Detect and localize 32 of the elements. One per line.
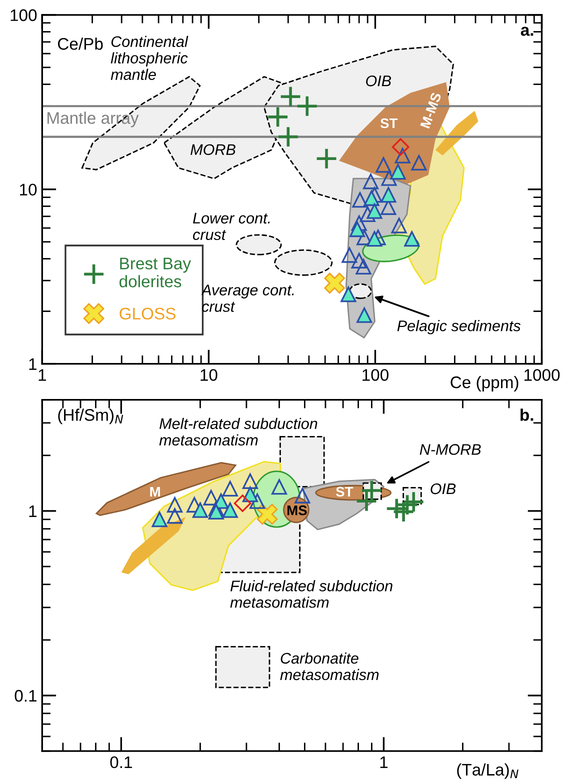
annotation: Melt-related subduction metasomatism — [159, 418, 318, 446]
annotation: OIB — [430, 483, 456, 494]
annotation: M — [150, 486, 160, 497]
annotation: M-MS — [420, 92, 442, 129]
y-tick-label: 0.1 — [14, 690, 36, 702]
x-tick-label: 10 — [200, 369, 218, 381]
y-axis-title: (Hf/Sm)$_{N}$ — [58, 408, 124, 424]
y-tick-label: 100 — [10, 9, 37, 22]
annotation: MORB — [190, 144, 236, 156]
x-tick-label: 1 — [38, 369, 46, 381]
annotation: OIB — [366, 76, 392, 86]
x-tick-label: 100 — [362, 369, 388, 381]
y-tick-label: 1 — [29, 506, 36, 517]
annotation: ST — [380, 118, 398, 128]
chart-title: b. — [520, 408, 534, 421]
annotation: MS — [287, 505, 307, 516]
x-tick-label: 1000 — [524, 369, 560, 381]
annotation: Pelagic sediments — [397, 320, 521, 334]
annotation: Lower cont. crust — [193, 212, 270, 240]
annotation: ST — [336, 486, 354, 497]
annotation: N-MORB — [420, 444, 481, 455]
legend-label: Brest Bay dolerites — [120, 258, 192, 288]
x-axis-title: Ce (ppm) — [450, 376, 518, 392]
annotation: Continental lithospheric mantle — [110, 36, 188, 80]
annotation: Fluid-related subduction metasomatism — [230, 580, 392, 608]
annotation: Carbonatite metasomatism — [280, 652, 379, 680]
chart-title: a. — [520, 26, 534, 36]
y-tick-label: 10 — [20, 184, 37, 196]
y-axis-title: Ce/Pb — [58, 38, 103, 50]
y-tick-label: 1 — [29, 358, 36, 370]
legend-label: GLOSS — [120, 308, 176, 320]
x-axis-title: (Ta/La)$_{N}$ — [457, 763, 518, 779]
